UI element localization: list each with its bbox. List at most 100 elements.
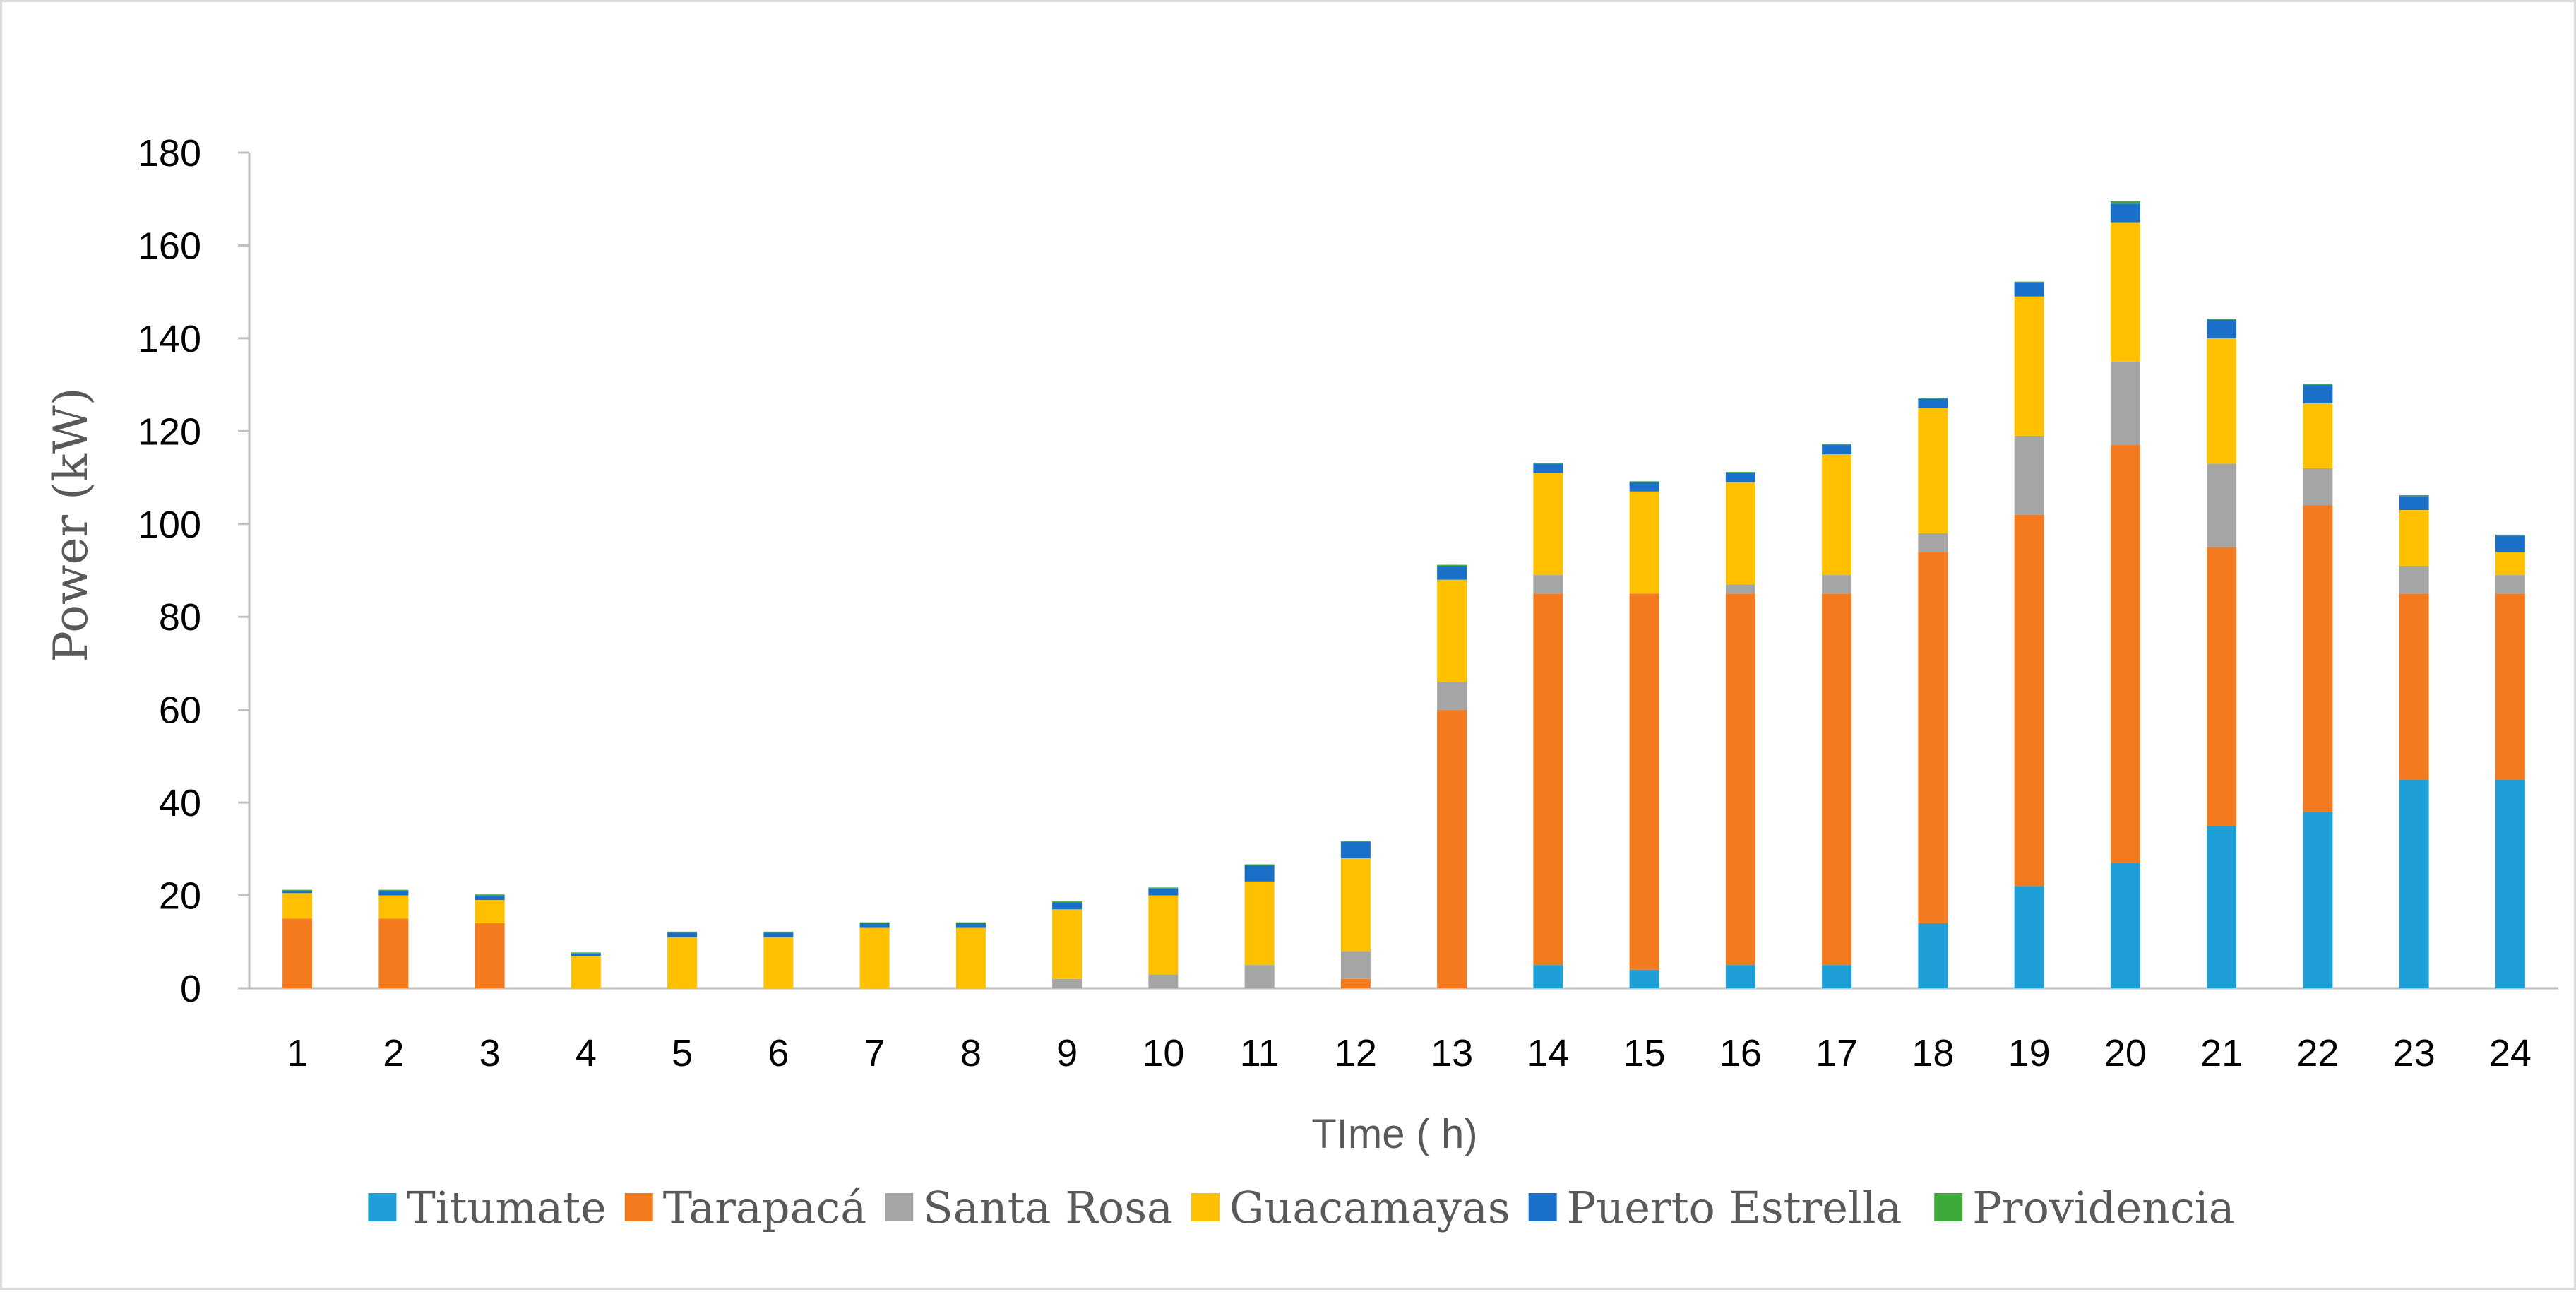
x-tick-label: 17: [1815, 1032, 1858, 1074]
bar-segment: [475, 895, 505, 901]
bar-segment: [2110, 222, 2140, 362]
legend-swatch: [1528, 1193, 1557, 1221]
bar-segment: [1437, 579, 1467, 682]
bar-segment: [378, 889, 409, 891]
bar-segment: [2495, 779, 2525, 988]
bar-segment: [2110, 203, 2140, 223]
legend-label: Puerto Estrella: [1567, 1182, 1902, 1233]
legend-swatch: [1191, 1193, 1220, 1221]
bar-segment: [2303, 403, 2333, 468]
bar-segment: [1533, 463, 1563, 473]
y-tick-label: 160: [138, 225, 201, 267]
bar-segment: [378, 918, 409, 988]
y-tick-labels: 0 20 40 60 80 100 120 140 160 180: [138, 132, 201, 1010]
y-tick-label: 0: [180, 968, 201, 1010]
x-tick-label: 1: [287, 1032, 308, 1074]
bar-segment: [1244, 881, 1275, 966]
bar-segment: [378, 890, 409, 896]
bar-segment: [282, 889, 313, 891]
bar-segment: [1148, 895, 1179, 975]
bar-segment: [2207, 463, 2237, 547]
bar-segment: [2399, 779, 2429, 988]
legend-label: Santa Rosa: [923, 1182, 1173, 1233]
bar-segment: [378, 895, 409, 919]
bar-segment: [1533, 965, 1563, 988]
bar-segment: [2014, 283, 2044, 297]
bar-segment: [2495, 575, 2525, 594]
bar-segment: [667, 932, 698, 937]
bar-segment: [1918, 552, 1948, 923]
bar-segment: [2207, 319, 2237, 338]
bar-segment: [1437, 682, 1467, 710]
x-tick-label: 15: [1623, 1032, 1666, 1074]
bar-segment: [1918, 398, 1948, 408]
bar-segment: [859, 927, 890, 988]
y-tick-label: 100: [138, 504, 201, 546]
bar-segment: [1822, 444, 1852, 446]
bar-segment: [1148, 974, 1179, 988]
x-tick-label: 18: [1912, 1032, 1954, 1074]
x-tick-label: 4: [576, 1032, 597, 1074]
bar-segment: [1725, 472, 1755, 473]
bar-segment: [1822, 445, 1852, 455]
x-tick-label: 2: [383, 1032, 404, 1074]
bar-segment: [1725, 482, 1755, 585]
bar-segment: [2014, 514, 2044, 887]
bar-segment: [1725, 473, 1755, 482]
legend: Titumate Tarapacá Santa Rosa Guacamayas Puer…: [368, 1182, 2235, 1233]
bar-segment: [1629, 482, 1659, 492]
bar-segment: [667, 937, 698, 988]
bar-segment: [2495, 552, 2525, 576]
x-tick-label: 19: [2008, 1032, 2051, 1074]
bar-segment: [1822, 965, 1852, 988]
x-tick-label: 8: [960, 1032, 982, 1074]
bar-segment: [1822, 454, 1852, 576]
bar-segment: [1822, 575, 1852, 594]
x-tick-label: 12: [1335, 1032, 1377, 1074]
bar-segment: [1725, 593, 1755, 966]
bar-segment: [571, 953, 601, 956]
bar-segment: [571, 955, 601, 988]
x-tick-label: 20: [2104, 1032, 2147, 1074]
bar-segment: [1822, 593, 1852, 966]
bar-segment: [1725, 965, 1755, 988]
x-tick-label: 16: [1719, 1032, 1762, 1074]
x-tick-label: 23: [2393, 1032, 2435, 1074]
bar-segment: [2303, 468, 2333, 506]
x-tick-label: 11: [1240, 1032, 1280, 1074]
bar-segment: [2207, 825, 2237, 988]
bar-segment: [1918, 923, 1948, 988]
x-tick-label: 14: [1527, 1032, 1569, 1074]
y-tick-label: 80: [159, 596, 201, 639]
x-tick-labels: 1 2 3 4 5 6 7 8 9 10 11 12 13 14 15 16 17 18 19 20 21 22 23 24: [287, 1032, 2532, 1074]
bar-segment: [1918, 408, 1948, 533]
bar-segment: [1725, 584, 1755, 594]
bar-segment: [2014, 886, 2044, 988]
bar-segment: [475, 923, 505, 988]
bar-segment: [1629, 481, 1659, 482]
bar-segment: [955, 927, 986, 988]
bar-segment: [2495, 535, 2525, 552]
bar-segment: [571, 952, 601, 954]
bar-segment: [475, 900, 505, 923]
legend-label: Guacamayas: [1229, 1182, 1510, 1233]
bar-segment: [1052, 909, 1083, 979]
bar-segment: [1340, 951, 1371, 979]
bar-segment: [1533, 473, 1563, 576]
y-tick-label: 140: [138, 318, 201, 360]
legend-swatch: [885, 1193, 914, 1221]
bar-segment: [1533, 575, 1563, 594]
legend-swatch: [1934, 1193, 1963, 1221]
bar-segment: [475, 894, 505, 896]
x-tick-label: 6: [768, 1032, 789, 1074]
x-tick-label: 13: [1431, 1032, 1473, 1074]
y-tick-label: 40: [159, 782, 201, 824]
bar-segment: [2303, 384, 2333, 403]
bar-segment: [2207, 547, 2237, 826]
x-tick-label: 7: [864, 1032, 886, 1074]
x-tick-label: 24: [2489, 1032, 2532, 1074]
bar-segment: [2399, 593, 2429, 780]
y-tick-label: 60: [159, 689, 201, 732]
